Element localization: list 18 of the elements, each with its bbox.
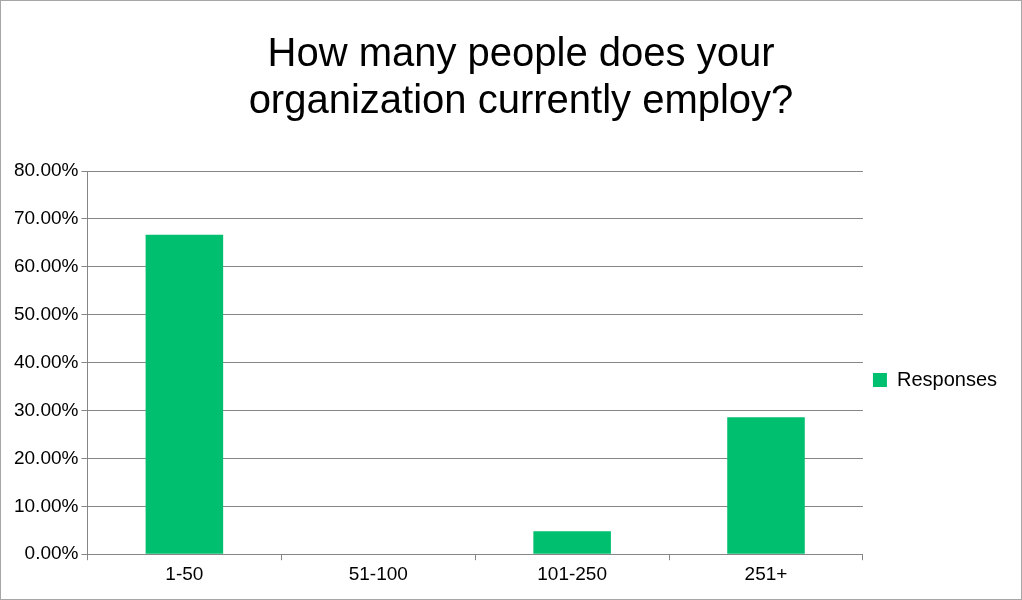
bar <box>727 417 805 554</box>
y-tick-label: 60.00% <box>13 255 79 277</box>
x-tick-label: 101-250 <box>537 562 607 584</box>
x-tick-label: 51-100 <box>348 562 408 584</box>
y-tick-label: 10.00% <box>13 494 79 516</box>
x-tick-label: 1-50 <box>165 562 204 584</box>
y-tick-label: 70.00% <box>13 207 79 229</box>
y-tick-label: 80.00% <box>13 159 79 181</box>
bar <box>533 531 611 554</box>
y-tick-label: 40.00% <box>13 350 79 372</box>
chart-title: How many people does your organization currently employ? <box>247 29 795 123</box>
bar <box>145 234 224 554</box>
y-tick-label: 20.00% <box>13 446 79 468</box>
y-tick-label: 30.00% <box>13 398 79 420</box>
legend-label: Responses <box>896 367 997 390</box>
x-tick-label: 251+ <box>744 562 788 584</box>
y-tick-label: 50.00% <box>13 302 79 324</box>
y-tick-label: 0.00% <box>24 542 79 564</box>
